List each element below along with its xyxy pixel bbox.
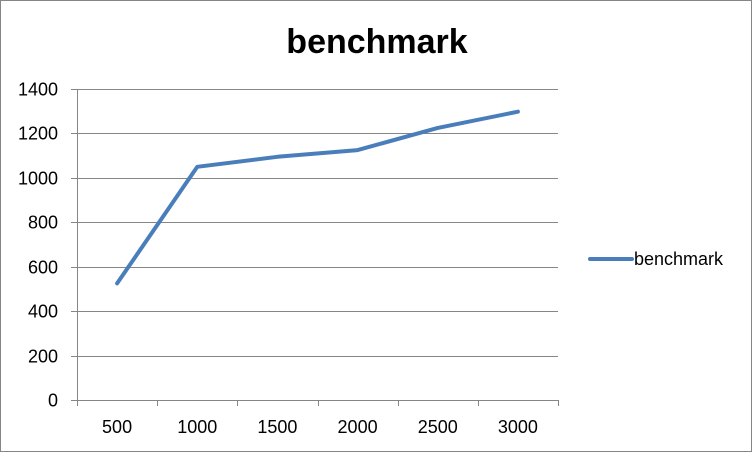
axes: 0 200 400 600 800 1000 1200 1400 500 1000 1500 2000… — [18, 80, 559, 437]
gridlines — [77, 89, 558, 357]
y-tick-label: 600 — [28, 258, 58, 278]
plot-series — [115, 109, 520, 286]
y-tick-label: 400 — [28, 302, 58, 322]
y-tick-label: 1200 — [18, 124, 58, 144]
chart-title: benchmark — [286, 23, 467, 61]
x-tick-label: 1000 — [177, 417, 217, 437]
y-tick-label: 1400 — [18, 80, 58, 100]
legend-label: benchmark — [634, 249, 724, 269]
x-tick-label: 2000 — [338, 417, 378, 437]
x-tick-label: 500 — [102, 417, 132, 437]
y-tick-label: 0 — [48, 391, 58, 411]
y-tick-label: 800 — [28, 213, 58, 233]
legend: benchmark — [588, 249, 724, 269]
x-tick-label: 3000 — [498, 417, 538, 437]
x-tick-label: 1500 — [257, 417, 297, 437]
y-tick-label: 200 — [28, 347, 58, 367]
x-tick-label: 2500 — [418, 417, 458, 437]
series-line-benchmark — [115, 109, 520, 286]
y-tick-label: 1000 — [18, 169, 58, 189]
